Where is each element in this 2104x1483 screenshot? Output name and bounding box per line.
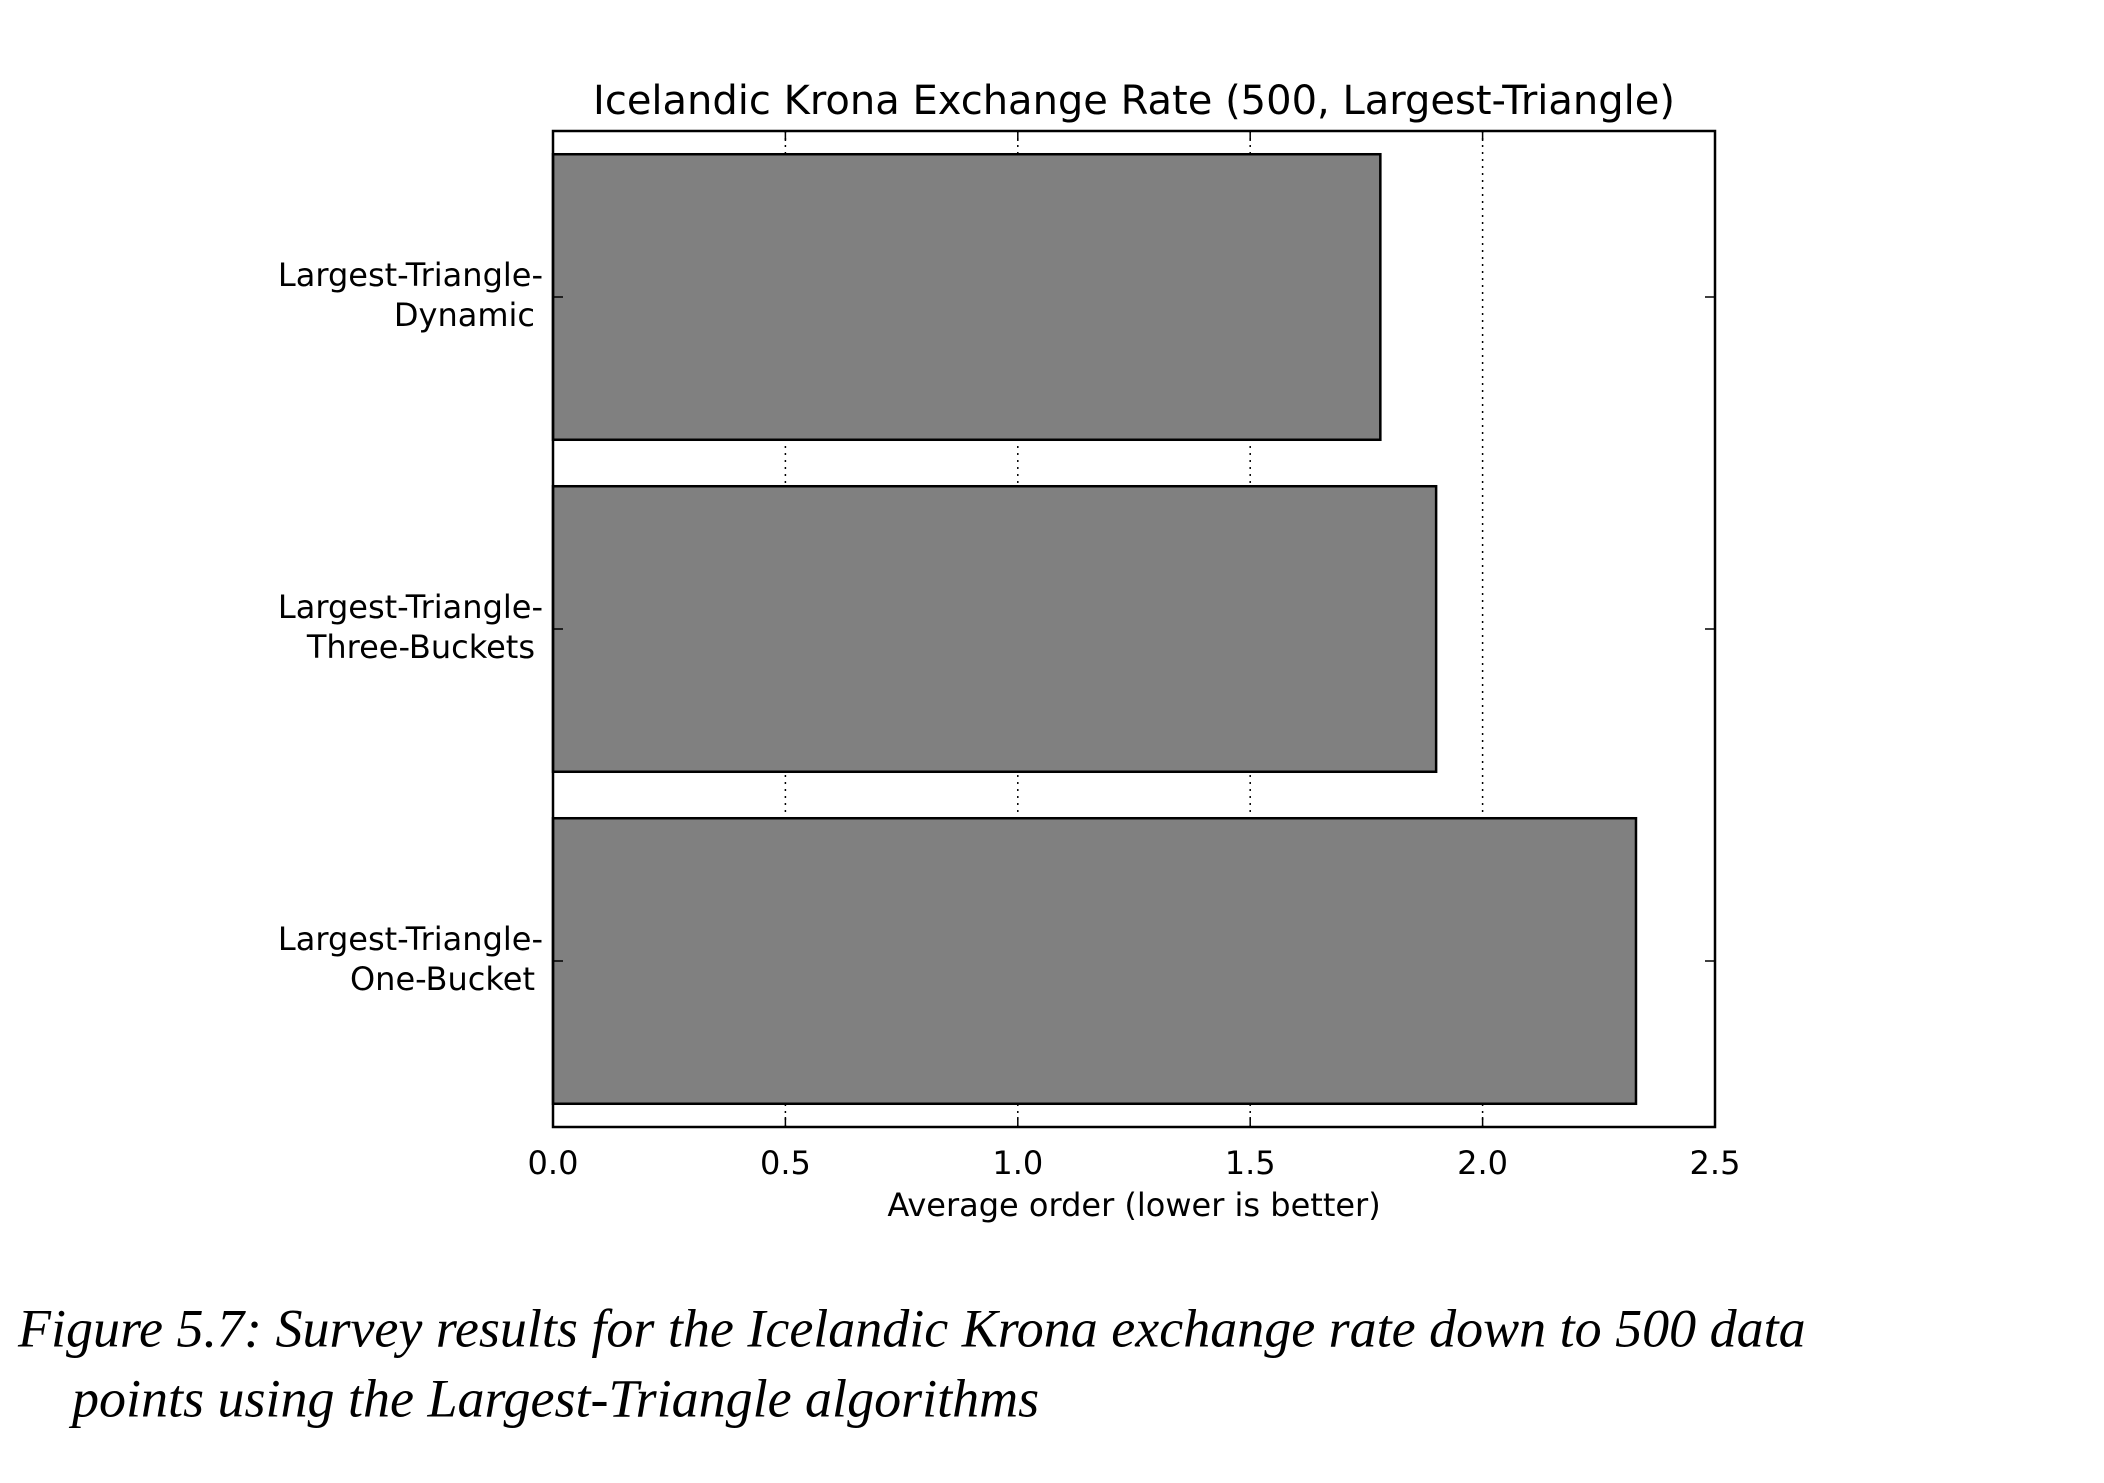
bar	[551, 152, 1382, 442]
x-tick-label: 0.0	[528, 1144, 579, 1182]
plot-frame	[551, 129, 1717, 1129]
x-tick-label: 1.5	[1225, 1144, 1276, 1182]
bar	[551, 816, 1638, 1106]
x-tick-label: 2.5	[1690, 1144, 1741, 1182]
x-axis-label: Average order (lower is better)	[887, 1186, 1380, 1224]
y-tick-label: Largest-Triangle-Three-Buckets	[278, 588, 543, 666]
y-tick-label-line: Largest-Triangle-	[278, 920, 543, 958]
caption-line: points using the Largest-Triangle algori…	[68, 1368, 1039, 1428]
y-tick-label-line: Three-Buckets	[306, 628, 535, 666]
x-tick-label: 1.0	[992, 1144, 1043, 1182]
y-tick-label-line: Largest-Triangle-	[278, 588, 543, 626]
chart-title: Icelandic Krona Exchange Rate (500, Larg…	[593, 78, 1675, 124]
y-tick-label-line: Dynamic	[394, 296, 535, 334]
y-tick-label: Largest-Triangle-Dynamic	[278, 256, 543, 334]
x-tick-label: 2.0	[1457, 1144, 1508, 1182]
y-tick-label-line: Largest-Triangle-	[278, 256, 543, 294]
y-tick-label-line: One-Bucket	[350, 960, 535, 998]
y-tick-label: Largest-Triangle-One-Bucket	[278, 920, 543, 998]
caption-line: Figure 5.7: Survey results for the Icela…	[17, 1298, 1806, 1358]
bar	[551, 484, 1438, 774]
x-tick-label: 0.5	[760, 1144, 811, 1182]
